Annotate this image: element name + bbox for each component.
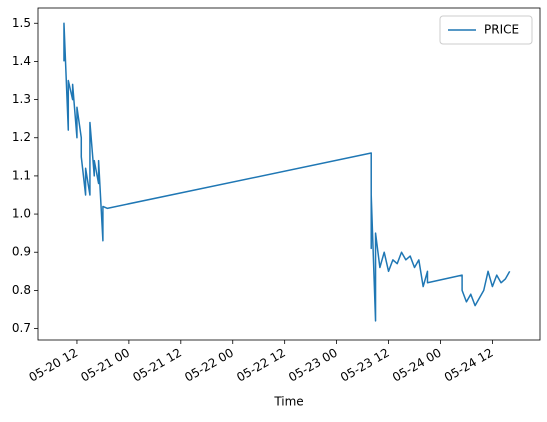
y-tick-label: 0.8: [12, 283, 31, 297]
y-tick-label: 1.1: [12, 168, 31, 182]
y-tick-label: 1.2: [12, 130, 31, 144]
x-tick-label: 05-23 12: [338, 346, 392, 385]
x-tick-label: 05-20 12: [26, 346, 80, 385]
x-tick-label: 05-24 00: [390, 346, 444, 385]
x-axis-label: Time: [273, 395, 303, 409]
y-tick-label: 1.3: [12, 92, 31, 106]
x-tick-label: 05-22 12: [234, 346, 288, 385]
price-line: [63, 22, 511, 322]
y-tick-label: 0.9: [12, 245, 31, 259]
legend-label: PRICE: [484, 23, 519, 37]
x-tick-label: 05-21 00: [78, 346, 132, 385]
x-tick-label: 05-22 00: [182, 346, 236, 385]
x-tick-label: 05-24 12: [442, 346, 496, 385]
y-tick-label: 1.0: [12, 207, 31, 221]
x-tick-label: 05-23 00: [286, 346, 340, 385]
y-tick-label: 0.7: [12, 321, 31, 335]
x-tick-label: 05-21 12: [130, 346, 184, 385]
legend-box: [439, 15, 533, 45]
plot-frame: [37, 7, 541, 341]
y-tick-label: 1.4: [12, 54, 31, 68]
y-tick-label: 1.5: [12, 16, 31, 30]
